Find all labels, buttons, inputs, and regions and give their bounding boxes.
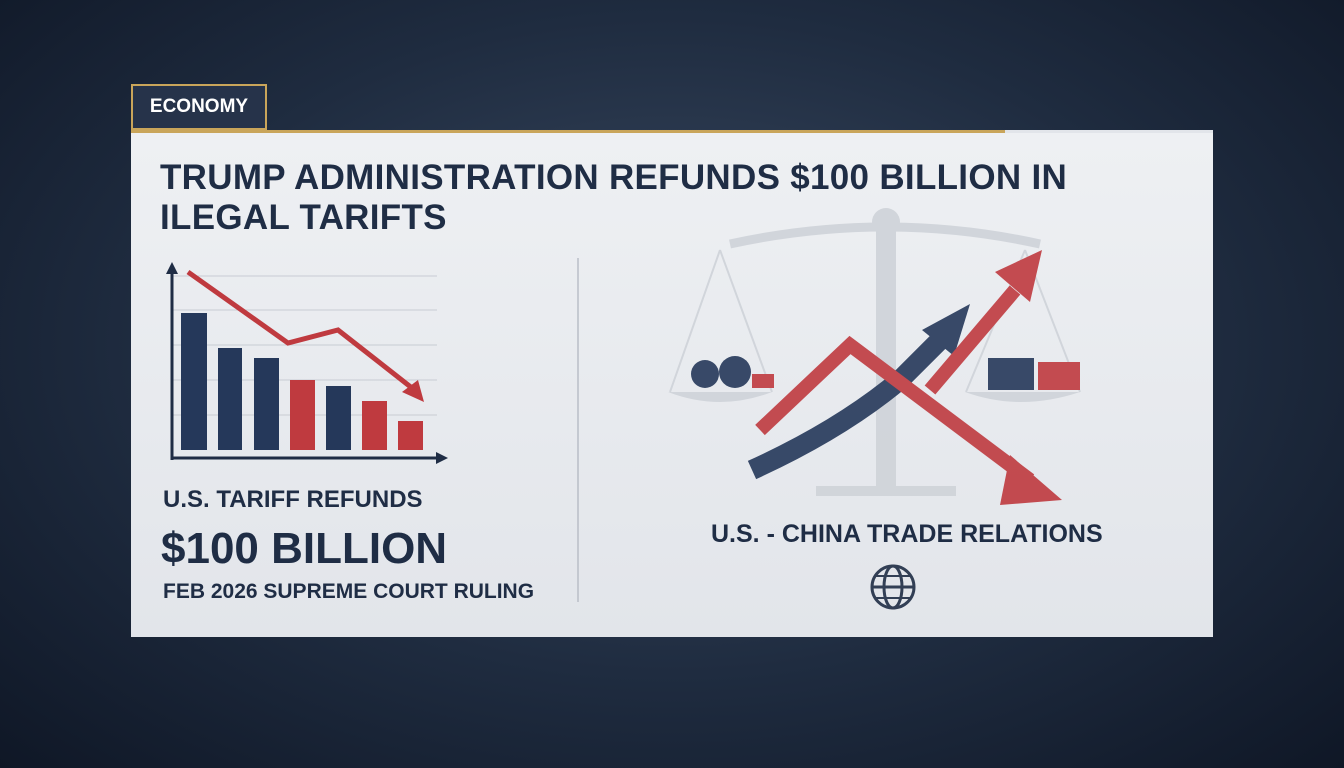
refund-label: U.S. TARIFF REFUNDS xyxy=(163,486,423,513)
refund-amount: $100 BILLION xyxy=(161,524,448,573)
bar-illustration xyxy=(166,262,448,464)
scale-illustration xyxy=(668,208,1081,610)
refund-note: FEB 2026 SUPREME COURT RULING xyxy=(163,580,535,603)
headline: TRUMP ADMINISTRATION REFUNDS $100 BILLIO… xyxy=(160,158,1068,197)
category-tag: ECONOMY xyxy=(131,84,267,130)
trade-label: U.S. - CHINA TRADE RELATIONS xyxy=(711,520,1103,548)
headline: ILEGAL TARIFTS xyxy=(160,198,447,237)
divider-fade xyxy=(1005,130,1213,133)
